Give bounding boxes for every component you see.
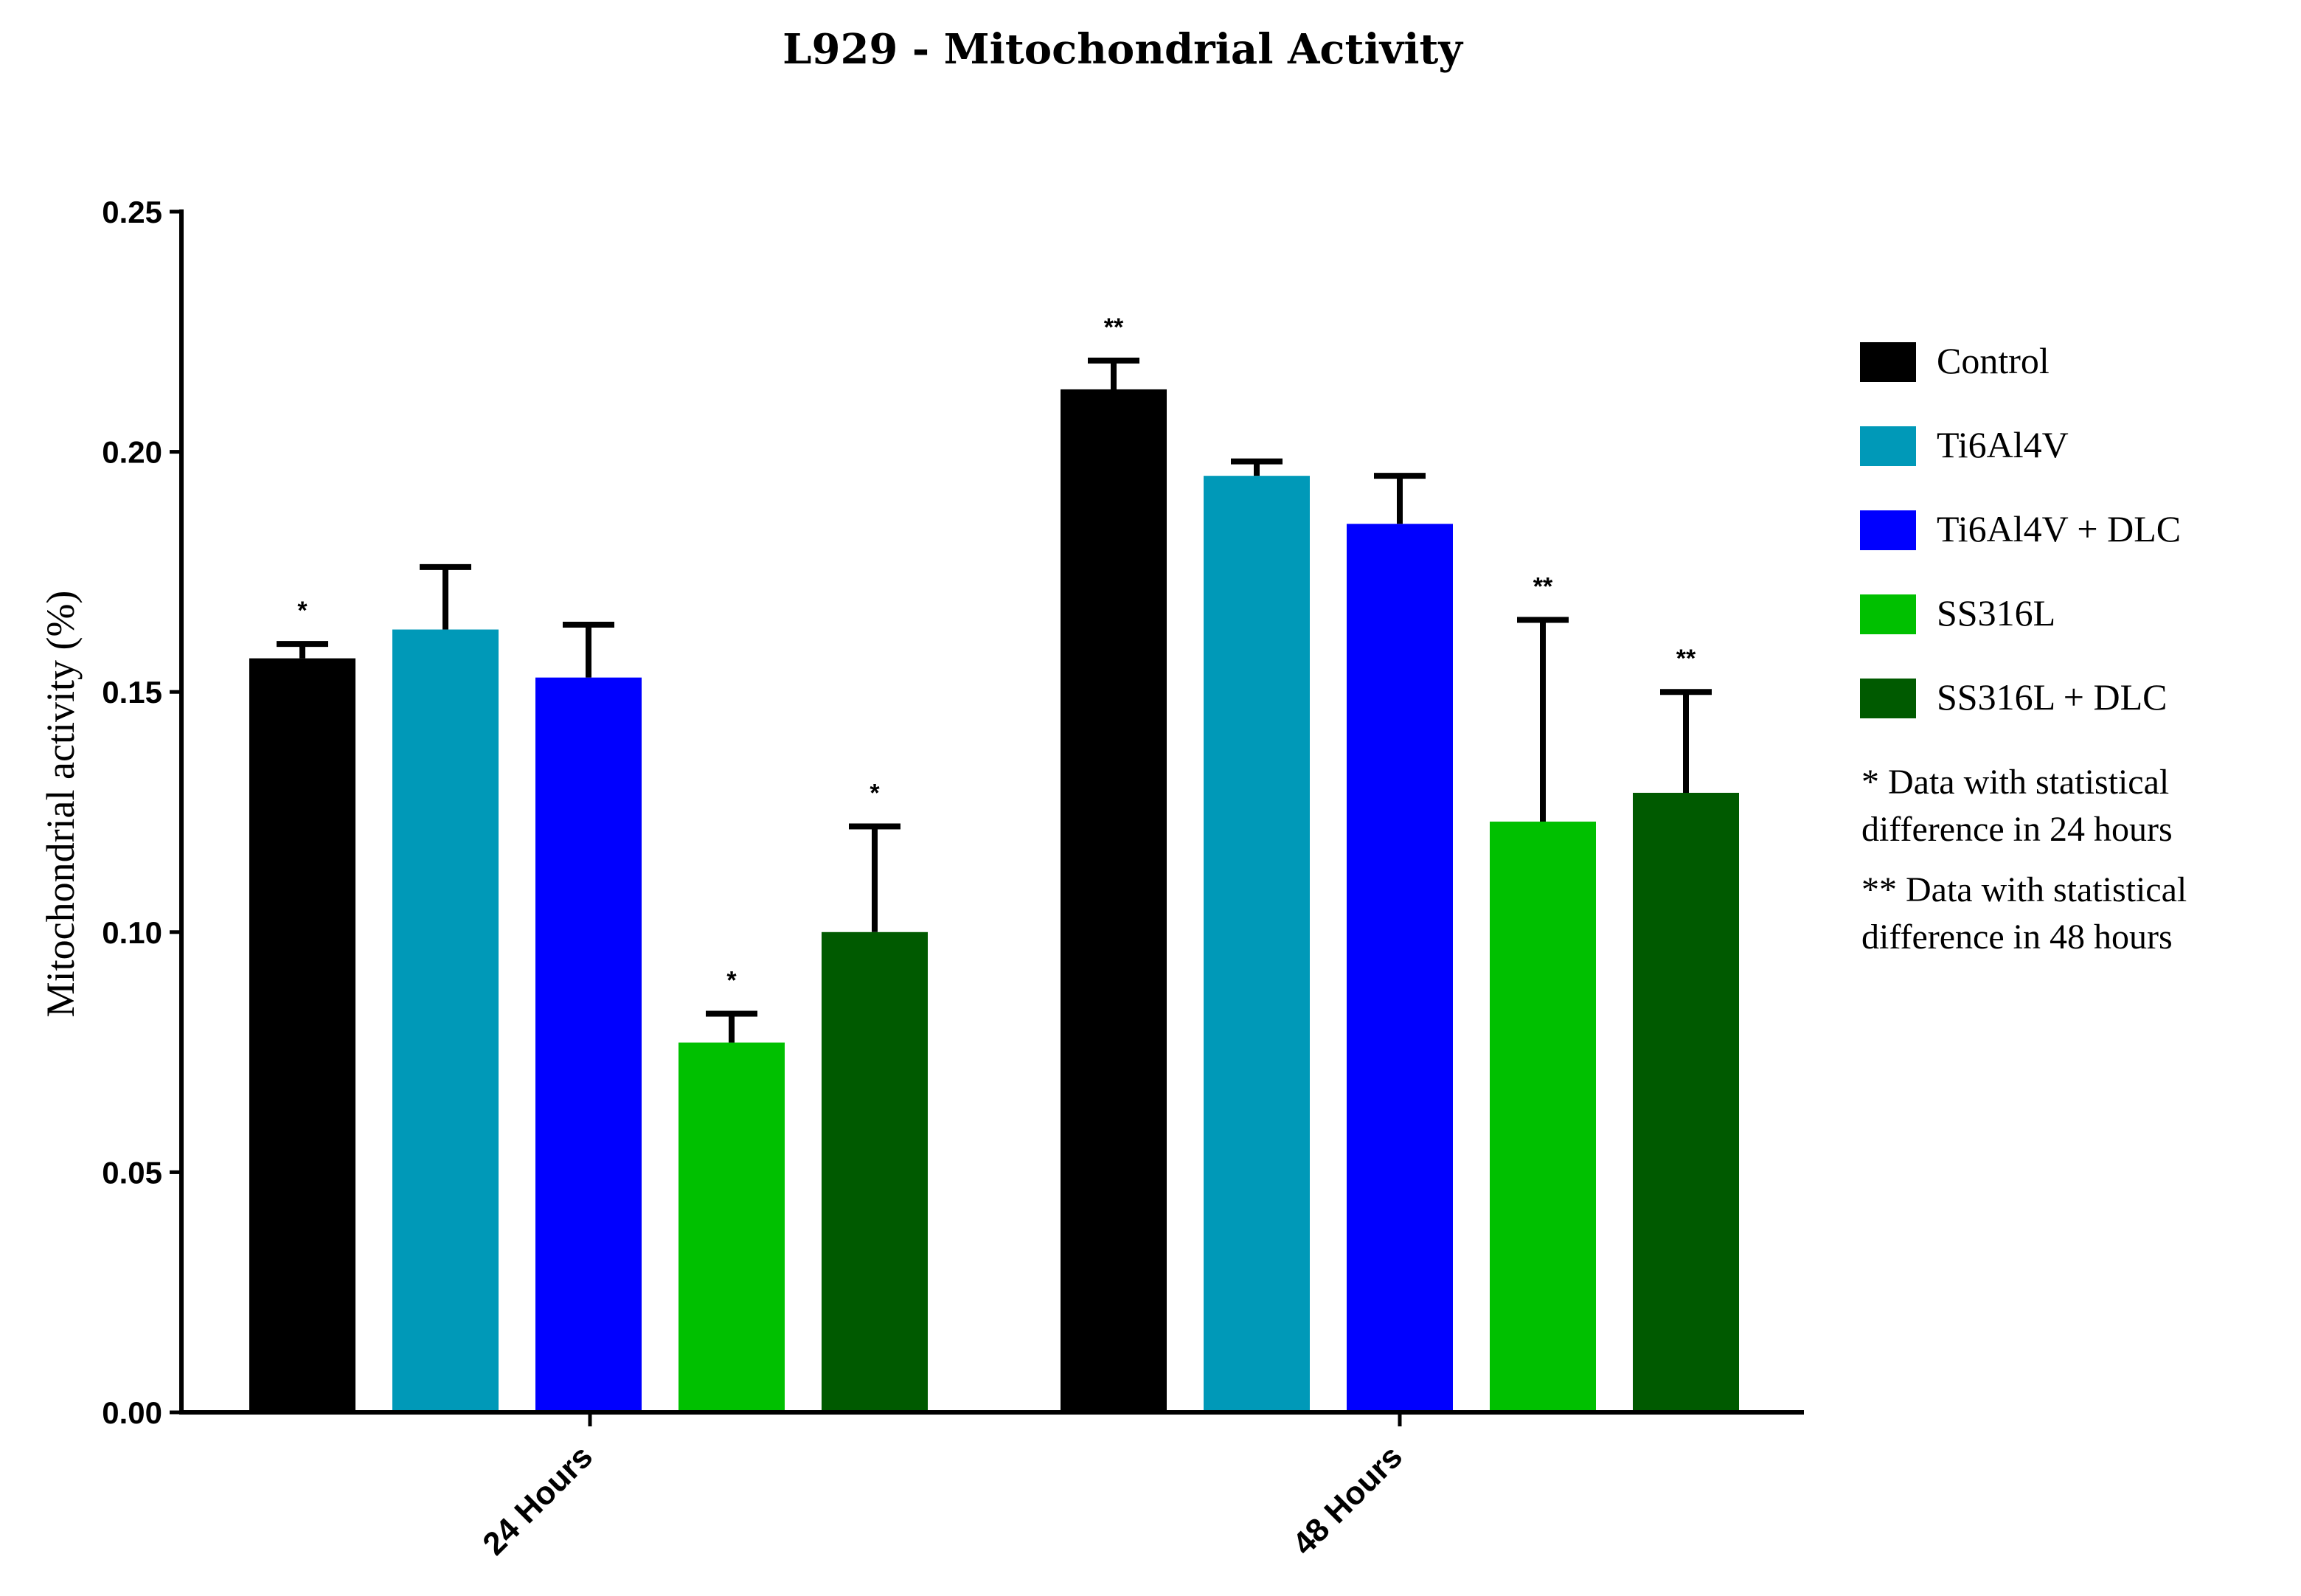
bar-1-2 (1347, 524, 1453, 1412)
legend-swatch (1860, 594, 1916, 634)
legend-label: SS316L + DLC (1937, 676, 2168, 718)
legend-item: Ti6Al4V + DLC (1860, 508, 2181, 550)
y-tick-label: 0.10 (102, 915, 162, 950)
bar-1-3 (1490, 822, 1596, 1412)
legend-swatch (1860, 510, 1916, 550)
bar-0-0 (249, 658, 355, 1412)
significance-marker-0-4: * (870, 780, 880, 808)
bar-0-1 (392, 629, 499, 1413)
legend-label: SS316L (1937, 592, 2055, 634)
error-bar-1-1 (1231, 458, 1283, 476)
error-bar-0-1 (420, 563, 471, 630)
significance-notes: * Data with statistical difference in 24 … (1861, 763, 2187, 957)
error-bar-1-0 (1088, 357, 1139, 389)
significance-marker-1-0: ** (1104, 313, 1124, 341)
y-tick-label: 0.20 (102, 435, 162, 470)
bar-0-2 (535, 677, 642, 1412)
legend-swatch (1860, 679, 1916, 718)
significance-marker-0-3: * (726, 967, 737, 995)
error-bar-1-4 (1660, 689, 1712, 793)
legend-label: Ti6Al4V + DLC (1937, 508, 2181, 549)
error-bar-1-2 (1374, 473, 1426, 524)
legend-item: SS316L + DLC (1860, 676, 2168, 718)
error-bars-layer (277, 357, 1712, 1043)
x-category-label: 48 Hours (1285, 1438, 1409, 1562)
bar-0-4 (822, 931, 928, 1412)
legend-item: SS316L (1860, 592, 2055, 634)
bar-0-3 (678, 1042, 785, 1412)
x-category-label: 24 Hours (476, 1438, 600, 1562)
x-categories: 24 Hours 48 Hours (476, 1412, 1409, 1562)
significance-marker-1-4: ** (1676, 645, 1696, 673)
error-bar-1-3 (1517, 617, 1569, 822)
bar-1-0 (1061, 389, 1167, 1412)
y-tick-label: 0.15 (102, 675, 162, 709)
significance-marker-1-3: ** (1533, 573, 1553, 601)
axes (179, 209, 1804, 1415)
y-tick-label: 0.05 (102, 1155, 162, 1190)
legend-label: Control (1937, 340, 2050, 381)
note-line: ** Data with statistical (1861, 870, 2187, 909)
error-bar-0-4 (849, 823, 900, 932)
significance-note: * Data with statistical difference in 24 … (1861, 763, 2173, 849)
note-line: difference in 48 hours (1861, 917, 2173, 957)
legend: Control Ti6Al4V Ti6Al4V + DLC SS316L SS316L … (1860, 340, 2181, 718)
legend-item: Ti6Al4V (1860, 424, 2069, 466)
significance-markers: ********* (297, 313, 1696, 995)
error-bar-0-0 (277, 641, 328, 659)
y-axis-label: Mitochondrial activity (%) (38, 591, 83, 1018)
significance-marker-0-0: * (297, 597, 308, 625)
y-tick-label: 0.25 (102, 195, 162, 229)
y-ticks: 0.00 0.05 0.10 0.15 0.20 0.25 (102, 195, 181, 1430)
note-line: difference in 24 hours (1861, 810, 2173, 849)
bar-1-4 (1633, 792, 1739, 1412)
significance-note: ** Data with statistical difference in 48… (1861, 870, 2187, 957)
error-bar-0-2 (563, 622, 614, 678)
chart-title: L929 - Mitochondrial Activity (782, 25, 1463, 74)
legend-label: Ti6Al4V (1937, 424, 2069, 465)
note-line: * Data with statistical (1861, 763, 2169, 802)
y-tick-label: 0.00 (102, 1395, 162, 1430)
legend-swatch (1860, 342, 1916, 382)
bars-layer (249, 389, 1739, 1413)
legend-item: Control (1860, 340, 2050, 382)
error-bar-0-3 (706, 1010, 757, 1043)
legend-swatch (1860, 426, 1916, 466)
bar-1-1 (1204, 476, 1310, 1413)
